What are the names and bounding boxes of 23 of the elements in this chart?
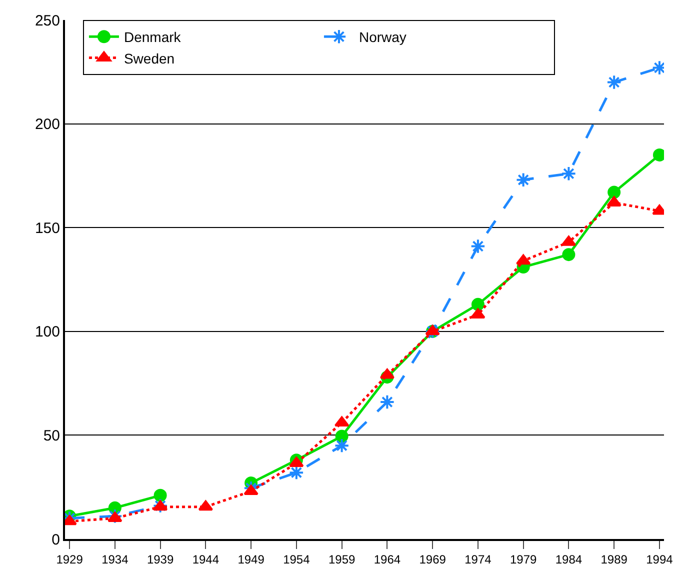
y-tick-label: 50 [43, 427, 60, 444]
legend-label: Norway [358, 29, 406, 46]
legend-label: Denmark [124, 29, 182, 46]
x-tick-label: 1979 [510, 552, 537, 566]
y-tick-label: 100 [34, 324, 60, 341]
x-tick-label: 1954 [283, 552, 310, 566]
x-tick-label: 1994 [646, 552, 674, 566]
legend-label: Sweden [124, 50, 175, 66]
y-tick-label: 150 [34, 220, 60, 237]
x-tick-label: 1944 [192, 552, 220, 566]
x-tick-label: 1939 [146, 552, 174, 566]
x-tick-label: 1969 [419, 552, 446, 566]
x-tick-label: 1964 [374, 552, 401, 566]
x-tick-label: 1929 [56, 552, 84, 566]
x-tick-label: 1989 [600, 552, 628, 566]
y-tick-label: 200 [34, 116, 60, 134]
x-tick-label: 1949 [238, 552, 265, 566]
x-tick-label: 1984 [555, 552, 582, 566]
x-tick-label: 1959 [328, 552, 356, 566]
y-tick-label: 0 [52, 531, 60, 548]
y-tick-label: 250 [34, 12, 60, 30]
x-tick-label: 1934 [102, 552, 129, 566]
x-tick-label: 1974 [464, 552, 492, 566]
